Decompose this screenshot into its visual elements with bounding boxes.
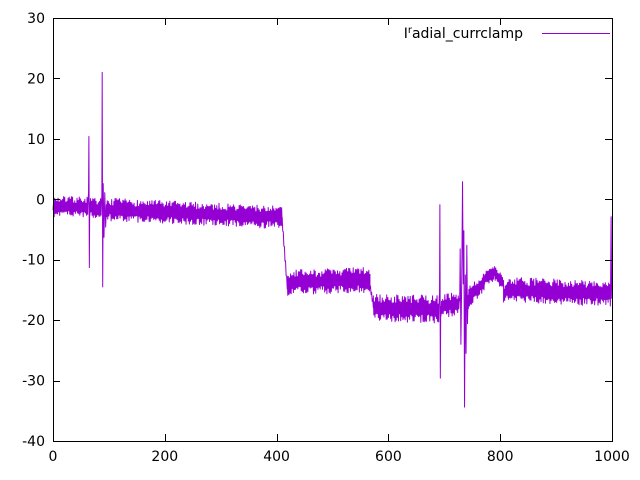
x-axis-tick-labels: 0 200 400 600 800 1000 [49,449,630,465]
y-tick-label: 20 [27,71,45,87]
x-tick-label: 400 [263,449,290,465]
x-tick-label: 200 [151,449,178,465]
y-tick-label: -10 [22,253,45,269]
legend-label-superscript: r [408,25,413,36]
axis-ticks [53,18,613,442]
plot-border [53,18,613,442]
y-axis-tick-labels: 30 20 10 0 -10 -20 -30 -40 [22,11,45,450]
y-tick-label: -20 [22,313,45,329]
legend-label: Iradial_currclamp [404,25,523,42]
y-tick-label: -30 [22,374,45,390]
x-tick-label: 800 [487,449,514,465]
y-tick-label: 10 [27,132,45,148]
x-tick-label: 600 [375,449,402,465]
y-tick-label: -40 [22,434,45,450]
x-tick-label: 1000 [594,449,630,465]
y-tick-label: 0 [36,192,45,208]
x-tick-label: 0 [49,449,58,465]
legend-label-rest: adial_currclamp [412,26,523,42]
legend: Iradial_currclamp [404,25,610,42]
y-tick-label: 30 [27,11,45,27]
legend-label-prefix: I [404,26,408,42]
series-line [52,71,613,408]
